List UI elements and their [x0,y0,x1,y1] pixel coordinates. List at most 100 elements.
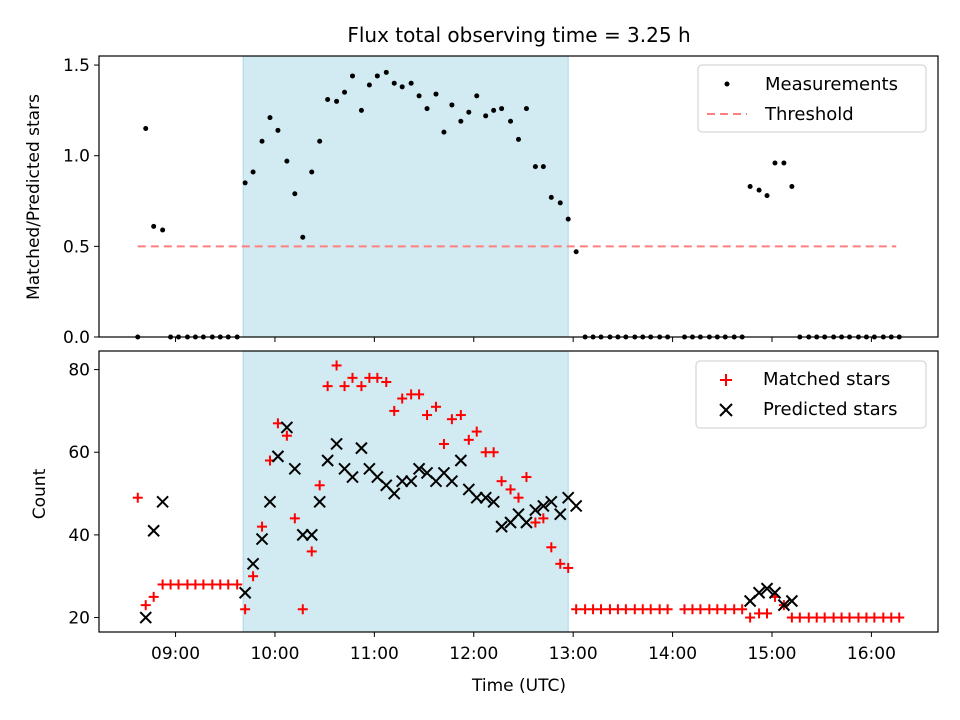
matched-star-point [620,604,631,615]
matched-star-point [438,438,449,449]
matched-star-point [463,434,474,445]
matched-star-point [198,579,209,590]
matched-star-point [844,612,855,623]
predicted-star-point [139,611,152,624]
predicted-star-point [296,528,309,542]
predicted-star-point [495,520,508,533]
matched-star-point [530,517,541,528]
top-plot-frame [98,55,939,338]
measurement-point [548,194,554,200]
matched-star-point [257,521,268,532]
measurement-point [756,187,762,193]
predicted-star-point [537,499,550,513]
predicted-star-point [404,474,418,488]
measurement-point [317,138,323,144]
predicted-star-point [246,557,260,571]
matched-star-point [297,604,308,615]
predicted-star-point [760,582,774,595]
matched-star-point [389,405,400,416]
matched-star-point [272,418,283,429]
matched-star-point [571,604,582,615]
predicted-star-point [470,491,483,504]
matched-star-point [745,612,756,623]
measurement-point [483,113,489,119]
measurement-point [309,169,315,175]
top-y-tick-label: 0.5 [63,237,90,257]
measurement-point [747,184,753,190]
measurement-point [358,107,364,113]
matched-star-point [232,579,243,590]
predicted-star-point [520,516,533,529]
measurement-point [349,73,355,79]
measurement-point [433,91,439,97]
predicted-star-point [554,508,567,521]
legend-matched-marker [720,374,732,386]
measurement-point [565,216,571,222]
measurement-point [573,249,579,255]
measurement-point [499,106,505,112]
matched-star-point [869,612,880,623]
matched-star-point [662,604,673,615]
measurement-point [284,158,290,164]
measurement-point [516,136,521,142]
top-y-tick-label: 1.5 [63,56,90,76]
x-tick-label: 11:00 [350,644,399,664]
bottom-x-axis: 09:00 10:00 11:00 12:00 13:00 14:00 15:00 16:00 [151,632,896,664]
top-legend: Measurements Threshold [697,64,927,133]
legend-measurements-marker [724,81,730,87]
matched-star-point [538,513,549,524]
x-tick-label: 14:00 [648,644,697,664]
measurement-point [557,200,563,206]
top-y-axis: 0.0 0.5 1.0 1.5 [63,56,99,348]
measurement-point [540,164,546,170]
predicted-star-point [487,495,500,509]
predicted-star-point [777,598,791,612]
measurement-point [275,127,281,133]
predicted-star-point [288,462,302,475]
measurement-point [424,106,430,112]
legend-predicted-marker [719,403,733,417]
measurement-point [772,160,778,166]
measurement-point [449,102,455,108]
matched-star-point [546,542,557,553]
measurement-point [399,84,405,90]
matched-star-point [521,472,532,483]
matched-star-point [695,604,706,615]
predicted-star-point [412,462,426,475]
count-points [132,360,905,624]
measurement-point [764,193,770,199]
matched-star-point [248,571,259,582]
matched-star-point [488,447,499,458]
predicted-star-point [271,450,285,463]
legend-threshold-label: Threshold [764,104,854,125]
matched-star-point [446,414,457,425]
matched-star-point [322,381,333,392]
measurement-point [532,164,538,170]
bottom-panel: 20 40 60 80 09:00 10:00 11:00 12:00 13:00 14:00 1… [30,350,939,696]
legend-measurements-label: Measurements [765,74,898,95]
matched-star-point [762,608,773,619]
predicted-star-point [263,495,277,509]
measurement-point [325,97,331,103]
top-y-tick-label: 1.0 [63,147,90,167]
x-tick-label: 12:00 [449,644,498,664]
measurement-point [466,109,472,115]
x-tick-label: 16:00 [847,644,896,664]
predicted-star-point [330,437,343,451]
measurement-point [374,73,380,79]
measurement-point [242,180,248,186]
predicted-star-point [305,528,318,542]
bottom-y-tick-label: 80 [68,361,90,381]
measurement-point [391,80,397,86]
matched-star-point [737,604,748,615]
measurement-point [491,107,497,113]
x-tick-label: 10:00 [250,644,299,664]
matched-star-point [819,612,830,623]
x-tick-label: 15:00 [747,644,796,664]
bottom-y-axis: 20 40 60 80 [68,361,99,629]
predicted-star-point [479,491,492,504]
matched-star-point [132,492,143,503]
measurement-point [383,69,389,75]
measurement-point [143,126,149,132]
matched-star-point [306,546,317,557]
